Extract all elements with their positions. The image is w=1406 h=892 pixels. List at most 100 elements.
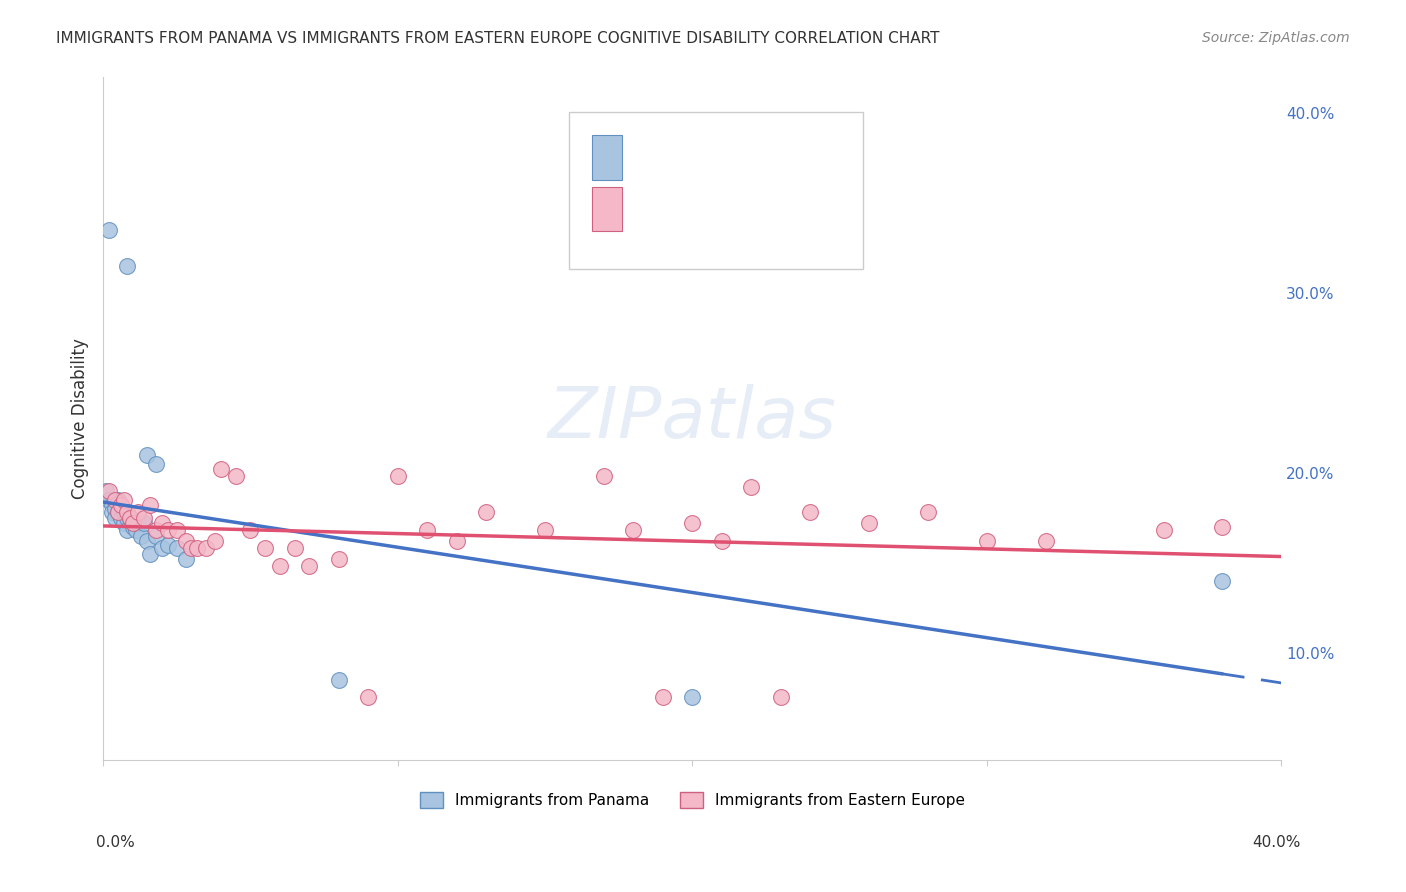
Point	[94, 483, 117, 498]
Point	[139, 547, 162, 561]
Point	[110, 510, 132, 524]
Point	[710, 534, 733, 549]
Point	[136, 534, 159, 549]
Point	[110, 498, 132, 512]
Point	[121, 516, 143, 530]
Point	[593, 469, 616, 483]
Point	[127, 505, 149, 519]
Point	[651, 690, 673, 705]
Point	[740, 480, 762, 494]
FancyBboxPatch shape	[568, 112, 863, 268]
Point	[1211, 574, 1233, 588]
Point	[145, 529, 167, 543]
Point	[239, 524, 262, 538]
FancyBboxPatch shape	[592, 186, 621, 231]
Point	[357, 690, 380, 705]
Point	[139, 498, 162, 512]
Point	[118, 510, 141, 524]
Point	[416, 524, 439, 538]
Point	[446, 534, 468, 549]
Point	[150, 516, 173, 530]
Point	[131, 529, 153, 543]
Text: R =: R =	[637, 201, 671, 216]
FancyBboxPatch shape	[592, 136, 621, 180]
Legend: Immigrants from Panama, Immigrants from Eastern Europe: Immigrants from Panama, Immigrants from …	[413, 786, 972, 814]
Point	[134, 510, 156, 524]
Point	[150, 541, 173, 556]
Point	[156, 538, 179, 552]
Point	[110, 498, 132, 512]
Point	[107, 505, 129, 519]
Point	[115, 505, 138, 519]
Point	[107, 505, 129, 519]
Point	[174, 534, 197, 549]
Point	[166, 541, 188, 556]
Point	[387, 469, 409, 483]
Point	[174, 552, 197, 566]
Point	[195, 541, 218, 556]
Point	[769, 690, 792, 705]
Text: IMMIGRANTS FROM PANAMA VS IMMIGRANTS FROM EASTERN EUROPE COGNITIVE DISABILITY CO: IMMIGRANTS FROM PANAMA VS IMMIGRANTS FRO…	[56, 31, 939, 46]
Text: -0.148: -0.148	[686, 142, 741, 157]
Point	[917, 505, 939, 519]
Point	[112, 492, 135, 507]
Point	[204, 534, 226, 549]
Point	[124, 524, 146, 538]
Point	[134, 516, 156, 530]
Point	[121, 520, 143, 534]
Text: N =: N =	[756, 201, 800, 216]
Point	[98, 492, 121, 507]
Point	[107, 492, 129, 507]
Point	[1153, 524, 1175, 538]
Point	[269, 559, 291, 574]
Point	[534, 524, 557, 538]
Point	[104, 510, 127, 524]
Point	[681, 516, 703, 530]
Point	[104, 492, 127, 507]
Point	[225, 469, 247, 483]
Point	[112, 505, 135, 519]
Text: -0.224: -0.224	[686, 201, 741, 216]
Point	[98, 483, 121, 498]
Text: 0.0%: 0.0%	[96, 836, 135, 850]
Point	[156, 524, 179, 538]
Text: 34: 34	[815, 142, 837, 157]
Point	[298, 559, 321, 574]
Point	[976, 534, 998, 549]
Text: 48: 48	[815, 201, 837, 216]
Text: 40.0%: 40.0%	[1253, 836, 1301, 850]
Point	[145, 524, 167, 538]
Point	[180, 541, 202, 556]
Point	[101, 505, 124, 519]
Text: R =: R =	[637, 142, 671, 157]
Point	[186, 541, 208, 556]
Point	[127, 516, 149, 530]
Point	[328, 673, 350, 687]
Point	[98, 223, 121, 237]
Y-axis label: Cognitive Disability: Cognitive Disability	[72, 338, 89, 500]
Point	[115, 524, 138, 538]
Point	[145, 457, 167, 471]
Text: Source: ZipAtlas.com: Source: ZipAtlas.com	[1202, 31, 1350, 45]
Point	[681, 690, 703, 705]
Point	[118, 510, 141, 524]
Point	[621, 524, 644, 538]
Point	[112, 516, 135, 530]
Point	[858, 516, 880, 530]
Point	[209, 462, 232, 476]
Point	[115, 510, 138, 524]
Point	[799, 505, 821, 519]
Point	[1211, 520, 1233, 534]
Point	[475, 505, 498, 519]
Text: ZIPatlas: ZIPatlas	[548, 384, 837, 453]
Point	[166, 524, 188, 538]
Point	[1035, 534, 1057, 549]
Point	[104, 501, 127, 516]
Point	[328, 552, 350, 566]
Point	[115, 259, 138, 273]
Text: N =: N =	[756, 142, 800, 157]
Point	[101, 498, 124, 512]
Point	[136, 448, 159, 462]
Point	[254, 541, 277, 556]
Point	[284, 541, 307, 556]
